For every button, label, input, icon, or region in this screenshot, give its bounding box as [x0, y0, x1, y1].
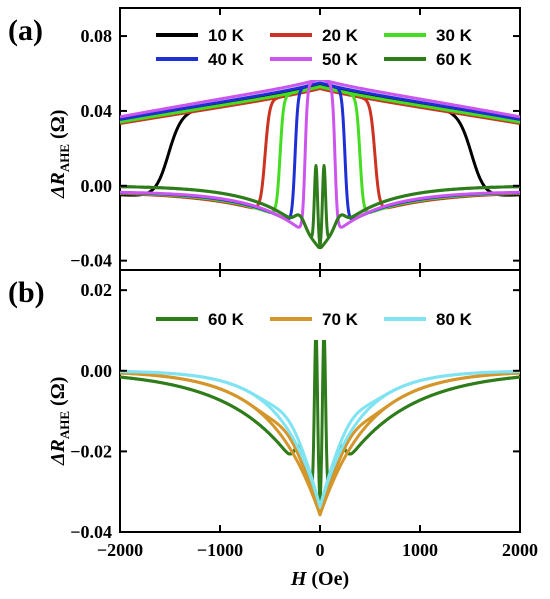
- x-tick-label: 0: [316, 540, 325, 560]
- legend-label: 50 K: [322, 50, 359, 69]
- legend-label: 40 K: [208, 50, 245, 69]
- panel-b-ticks: −2000 −1000 0 1000 2000 −0.04 −0.02 0.00 0.02: [70, 270, 538, 560]
- x-tick-label: 1000: [402, 540, 438, 560]
- panel-a-label: (a): [8, 14, 43, 47]
- panel-b: (b) −2000 −1000 0 1000 2000 −0.04 −0.02 0.00 0.0…: [8, 269, 538, 590]
- y-tick-label: −0.02: [70, 441, 112, 461]
- panel-a-series: [119, 77, 521, 250]
- panel-a: (a) −0.04 0.00 0.04 0.08 10 K 20 K 30 K 40 K 50…: [8, 7, 521, 271]
- panel-b-legend: 60 K 70 K 80 K: [150, 308, 496, 340]
- legend-label: 70 K: [322, 310, 359, 329]
- series-line-50k-down: [119, 77, 521, 229]
- y-tick-label: 0.00: [81, 176, 113, 196]
- legend-label: 20 K: [322, 26, 359, 45]
- panel-b-label: (b): [8, 276, 45, 309]
- panel-a-ylabel: ΔRAHE (Ω): [47, 110, 72, 199]
- series-line-10k-down: [119, 83, 521, 197]
- panel-a-ylabel-sub: AHE: [57, 144, 72, 172]
- x-tick-label: −2000: [97, 540, 143, 560]
- series-line-50k-up: [119, 77, 521, 229]
- series-line-60k-down: [119, 164, 521, 250]
- legend-label: 60 K: [436, 50, 473, 69]
- y-tick-label: 0.04: [81, 101, 113, 121]
- x-tick-label: 2000: [502, 540, 538, 560]
- series-line-40k-down: [119, 81, 521, 221]
- series-line-60k-down: [119, 328, 521, 507]
- panel-b-ylabel-unit: (Ω): [47, 377, 69, 406]
- series-line-10k-up: [119, 83, 521, 197]
- y-tick-label: 0.02: [81, 280, 113, 300]
- panel-b-ylabel-sub: AHE: [57, 411, 72, 439]
- panel-b-ylabel-main: ΔR: [47, 439, 69, 466]
- legend-label: 60 K: [208, 310, 245, 329]
- panel-b-xlabel-unit: (Oe): [311, 568, 349, 590]
- x-tick-label: −1000: [197, 540, 243, 560]
- y-tick-label: 0.08: [81, 26, 113, 46]
- panel-a-ticks: −0.04 0.00 0.04 0.08: [70, 8, 521, 271]
- y-tick-label: −0.04: [70, 251, 112, 271]
- series-line-40k-up: [119, 81, 521, 221]
- panel-b-ylabel: ΔRAHE (Ω): [47, 377, 72, 466]
- panel-a-legend: 10 K 20 K 30 K 40 K 50 K 60 K: [150, 24, 496, 80]
- panel-a-ylabel-main: ΔR: [47, 172, 69, 199]
- series-line-80k-down: [119, 370, 521, 509]
- legend-label: 30 K: [436, 26, 473, 45]
- panel-b-xlabel: H (Oe): [290, 568, 349, 590]
- panel-a-ylabel-unit: (Ω): [47, 110, 69, 139]
- y-tick-label: 0.00: [81, 361, 113, 381]
- legend-background: [150, 308, 496, 340]
- legend-label: 10 K: [208, 26, 245, 45]
- panel-b-xlabel-main: H: [290, 568, 308, 590]
- y-tick-label: −0.04: [70, 522, 112, 542]
- legend-background: [150, 24, 496, 80]
- legend-label: 80 K: [436, 310, 473, 329]
- panel-b-series: [119, 328, 521, 517]
- series-line-70k-down: [119, 371, 521, 517]
